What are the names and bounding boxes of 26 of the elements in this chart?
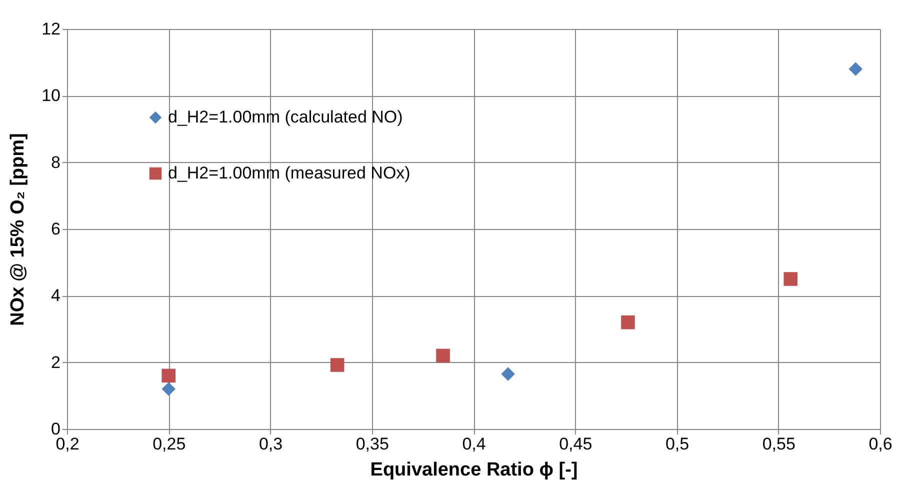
point bbox=[436, 348, 450, 363]
x-tick-label: 0,55 bbox=[762, 434, 796, 454]
y-tick-label: 12 bbox=[42, 20, 60, 38]
y-axis-title: NOx @ 15% O₂ [ppm] bbox=[8, 133, 29, 326]
y-tick-label: 8 bbox=[51, 152, 60, 172]
point bbox=[330, 358, 344, 372]
x-tick-label: 0,45 bbox=[559, 434, 592, 454]
point bbox=[784, 272, 798, 286]
x-tick-label: 0,25 bbox=[152, 434, 186, 454]
legend-label: d_H2=1.00mm (calculated NO) bbox=[168, 108, 403, 126]
point bbox=[162, 382, 176, 396]
legend-label: d_H2=1.00mm (measured NOx) bbox=[168, 164, 410, 182]
y-tick-label: 2 bbox=[51, 352, 60, 372]
x-tick-label: 0,4 bbox=[462, 434, 486, 454]
point bbox=[501, 367, 515, 381]
x-axis-title: Equivalence Ratio ϕ [-] bbox=[370, 460, 578, 480]
point bbox=[848, 62, 862, 76]
point bbox=[162, 368, 176, 383]
x-tick-label: 0,3 bbox=[258, 434, 283, 454]
point bbox=[621, 315, 635, 330]
x-tick-label: 0,35 bbox=[356, 434, 389, 454]
y-tick-label: 10 bbox=[42, 86, 60, 106]
y-tick-label: 6 bbox=[51, 220, 60, 238]
x-tick-label: 0,5 bbox=[665, 434, 690, 454]
x-tick-label: 0,6 bbox=[868, 434, 892, 454]
y-tick-label: 4 bbox=[51, 286, 60, 306]
